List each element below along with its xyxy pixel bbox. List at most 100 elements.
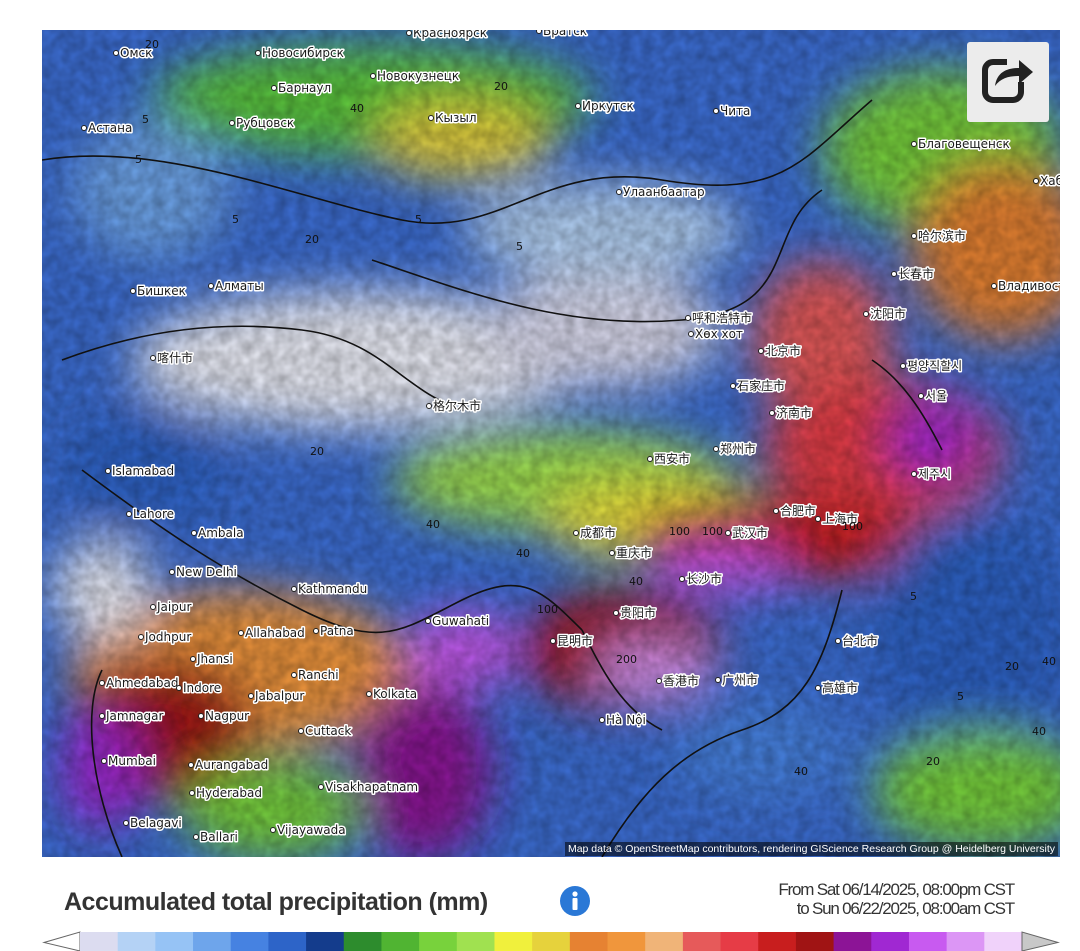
city-label: Кызыл: [435, 111, 477, 125]
city-dot: [113, 50, 119, 56]
precipitation-map: Омск Новосибирск Красноярск Братск Барнаул Но…: [42, 30, 1060, 857]
colorbar-cell: [532, 932, 571, 951]
city-label: Kolkata: [373, 687, 417, 701]
share-button[interactable]: [967, 42, 1049, 122]
colorbar-cell: [984, 932, 1023, 951]
city-dot: [911, 471, 917, 477]
city-label: Ambala: [198, 526, 244, 540]
city-dot: [725, 530, 731, 536]
city-dot: [991, 283, 997, 289]
city-label: Астана: [88, 121, 132, 135]
city-dot: [291, 586, 297, 592]
city-label: 长沙市: [686, 571, 722, 586]
city-label: 贵阳市: [620, 605, 656, 620]
city-dot: [428, 115, 434, 121]
colorbar-cell: [230, 932, 269, 951]
contour-label: 20: [305, 233, 319, 246]
city-label: Благовещенск: [918, 137, 1010, 151]
city-label: Барнаул: [278, 81, 331, 95]
city-label: 广州市: [722, 672, 758, 687]
city-label: 武汉市: [732, 525, 768, 540]
city-label: New Delhi: [176, 565, 237, 579]
city-dot: [911, 233, 917, 239]
contour-label: 100: [537, 603, 558, 616]
city-label: Братск: [543, 30, 587, 38]
contour-label: 5: [516, 240, 523, 253]
city-label: Hà Nội: [606, 713, 646, 727]
city-label: Новосибирск: [262, 46, 344, 60]
city-dot: [773, 508, 779, 514]
colorbar-cell: [833, 932, 872, 951]
city-dot: [599, 717, 605, 723]
city-dot: [101, 758, 107, 764]
city-label: 上海市: [822, 511, 858, 526]
legend-panel: Accumulated total precipitation (mm) Fro…: [42, 858, 1060, 951]
city-dot: [270, 827, 276, 833]
city-dot: [99, 713, 105, 719]
city-label: Jaipur: [156, 600, 191, 614]
city-label: 石家庄市: [737, 378, 785, 393]
city-dot: [298, 728, 304, 734]
city-dot: [208, 283, 214, 289]
contour-label: 40: [794, 765, 808, 778]
city-label: Patna: [320, 624, 354, 638]
contour-label: 5: [415, 213, 422, 226]
contour-label: 20: [145, 38, 159, 51]
city-label: 西安市: [654, 451, 690, 466]
city-label: Mumbai: [108, 754, 156, 768]
city-dot: [616, 189, 622, 195]
city-dot: [99, 680, 105, 686]
city-label: Ballari: [200, 830, 238, 844]
city-label: Рубцовск: [236, 116, 294, 130]
city-label: 呼和浩特市: [692, 310, 752, 325]
colorbar-cell: [758, 932, 797, 951]
city-label: Aurangabad: [195, 758, 268, 772]
city-label: Belagavi: [130, 816, 182, 830]
colorbar-cell: [569, 932, 609, 951]
colorbar-cell: [306, 932, 345, 951]
city-label: 成都市: [580, 525, 616, 540]
colorbar-cell: [908, 932, 948, 951]
colorbar-cell: [343, 932, 382, 951]
contour-label: 5: [135, 153, 142, 166]
city-label: Ahmedabad: [106, 676, 178, 690]
city-label: Guwahati: [432, 614, 489, 628]
city-label: Улаанбаатар: [623, 185, 705, 199]
city-dot: [863, 311, 869, 317]
city-label: 合肥市: [780, 503, 816, 518]
city-dot: [193, 834, 199, 840]
colorbar-cell: [645, 932, 684, 951]
info-button[interactable]: [559, 885, 591, 917]
city-dot: [255, 50, 261, 56]
city-label: 沈阳市: [870, 306, 906, 321]
city-dot: [138, 634, 144, 640]
city-dot: [730, 383, 736, 389]
city-label: 长春市: [898, 266, 934, 281]
city-dot: [647, 456, 653, 462]
city-label: 台北市: [842, 633, 878, 648]
city-dot: [575, 103, 581, 109]
city-dot: [769, 410, 775, 416]
city-label: Islamabad: [112, 464, 174, 478]
colorbar-cell: [268, 932, 307, 951]
city-label: 济南市: [776, 405, 812, 420]
contour-label: 100: [702, 525, 723, 538]
city-label: Vijayawada: [277, 823, 346, 837]
colorbar-cell: [946, 932, 985, 951]
city-label: Красноярск: [413, 30, 487, 40]
city-dot: [150, 604, 156, 610]
city-dot: [191, 530, 197, 536]
contour-label: 100: [842, 520, 863, 533]
contour-label: 40: [426, 518, 440, 531]
city-dot: [318, 784, 324, 790]
city-dot: [238, 630, 244, 636]
city-label: Allahabad: [245, 626, 305, 640]
city-dot: [715, 677, 721, 683]
city-dot: [758, 348, 764, 354]
city-label: Иркутск: [582, 99, 634, 113]
color-bar: [42, 931, 1060, 951]
contour-label: 5: [910, 590, 917, 603]
city-label: Владивосток: [998, 279, 1060, 293]
city-dot: [406, 30, 412, 36]
